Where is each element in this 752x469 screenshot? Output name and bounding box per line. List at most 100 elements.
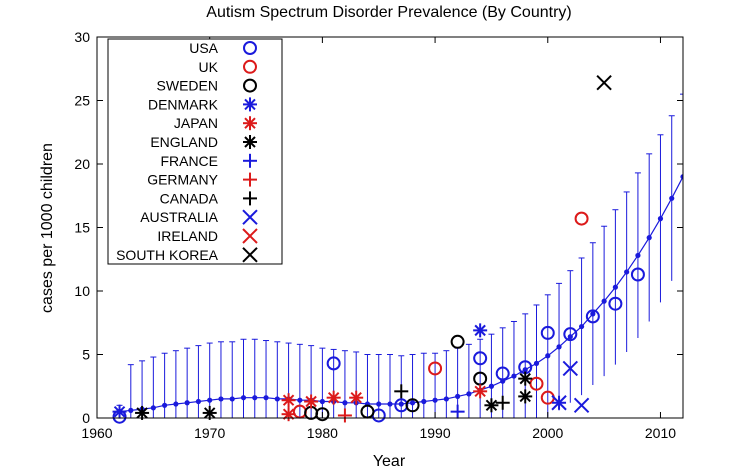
legend-label: SWEDEN xyxy=(157,78,218,94)
trend-point xyxy=(263,395,269,401)
trend-point xyxy=(184,400,190,406)
trend-point xyxy=(195,398,202,405)
legend-marker-france xyxy=(243,153,257,168)
point-uk xyxy=(428,361,443,376)
legend-marker-ireland xyxy=(242,228,258,244)
trend-point xyxy=(556,344,562,350)
trend-point xyxy=(488,383,495,389)
trend-point xyxy=(657,216,664,222)
point-england xyxy=(518,389,533,404)
point-australia xyxy=(562,360,579,377)
legend-box xyxy=(107,38,283,265)
point-england xyxy=(518,371,533,386)
trend-point xyxy=(601,298,607,304)
trend-point xyxy=(342,400,348,406)
trend-point xyxy=(128,407,134,413)
x-axis-ticks: 1960 1970 1980 1990 2000 2010 xyxy=(81,37,676,441)
point-france xyxy=(450,404,465,419)
legend-marker-uk xyxy=(243,59,257,74)
legend-label: DENMARK xyxy=(148,96,219,112)
x-tick-label: 2000 xyxy=(532,425,563,441)
y-axis-ticks: 0 5 10 15 20 25 30 xyxy=(74,29,683,426)
point-sweden xyxy=(450,334,465,349)
trend-point xyxy=(398,401,404,407)
y-tick-label: 25 xyxy=(74,93,90,109)
legend-label: CANADA xyxy=(160,190,219,206)
trend-point xyxy=(218,396,224,402)
trend-point xyxy=(376,401,382,407)
legend-label: IRELAND xyxy=(157,228,218,244)
point-denmark xyxy=(473,323,488,338)
trend-point xyxy=(624,269,630,275)
legend-label: UK xyxy=(199,59,219,75)
y-tick-label: 20 xyxy=(74,156,90,172)
legend-marker-south-korea xyxy=(242,247,258,263)
y-tick-label: 30 xyxy=(74,29,90,45)
legend-label: JAPAN xyxy=(174,115,218,131)
trend-point xyxy=(240,395,247,401)
point-denmark xyxy=(112,404,127,419)
trend-point xyxy=(421,398,427,405)
point-south-korea xyxy=(596,75,612,91)
trend-point xyxy=(207,397,213,403)
data-points xyxy=(112,75,645,424)
trend-point xyxy=(150,405,156,411)
trend-point xyxy=(612,284,618,290)
point-germany xyxy=(337,408,352,423)
trend-point xyxy=(409,400,416,406)
x-tick-label: 2010 xyxy=(645,425,676,441)
point-japan xyxy=(326,390,341,405)
point-uk xyxy=(574,211,589,226)
point-usa xyxy=(326,356,341,371)
point-sweden xyxy=(315,407,330,422)
point-australia xyxy=(551,395,567,411)
y-tick-label: 10 xyxy=(74,283,90,299)
point-japan xyxy=(304,394,319,409)
point-usa xyxy=(563,327,578,342)
legend-label: USA xyxy=(189,40,218,56)
point-australia xyxy=(573,397,590,414)
legend-marker-japan xyxy=(243,116,257,131)
legend-marker-england xyxy=(243,135,257,149)
legend-label: GERMANY xyxy=(147,172,218,188)
trend-point xyxy=(229,396,235,402)
trend-point xyxy=(173,401,179,407)
legend-label: AUSTRALIA xyxy=(140,209,218,225)
point-japan xyxy=(281,393,296,408)
trend-point xyxy=(455,393,461,400)
y-tick-label: 5 xyxy=(82,347,90,363)
trend-point xyxy=(567,334,573,340)
point-japan xyxy=(281,407,296,422)
point-usa xyxy=(540,325,555,340)
trend-point xyxy=(387,401,393,407)
x-tick-label: 1970 xyxy=(194,425,225,441)
x-tick-label: 1990 xyxy=(419,425,450,441)
point-england xyxy=(484,398,499,413)
trend-point xyxy=(680,174,683,180)
trend-point xyxy=(432,397,438,403)
y-axis-label: cases per 1000 children xyxy=(39,143,56,313)
legend: USA UK SWEDEN DENMARK JAPAN ENGLAND FRANCE GERM… xyxy=(107,38,283,265)
point-japan xyxy=(349,390,364,405)
trend-point xyxy=(578,323,585,330)
legend-marker-denmark xyxy=(243,97,257,112)
point-canada xyxy=(394,384,409,399)
point-usa xyxy=(495,366,510,381)
legend-label: SOUTH KOREA xyxy=(116,247,219,263)
trend-point xyxy=(466,391,472,397)
point-usa xyxy=(585,309,600,324)
point-usa xyxy=(608,296,623,311)
legend-label: ENGLAND xyxy=(150,134,218,150)
legend-marker-sweden xyxy=(243,78,257,93)
trend-line xyxy=(116,174,683,415)
y-tick-label: 0 xyxy=(82,410,90,426)
trend-point xyxy=(162,402,168,408)
trend-point xyxy=(297,397,303,403)
trend-point xyxy=(274,396,280,402)
legend-marker-australia xyxy=(242,209,258,225)
trend-point xyxy=(319,398,325,405)
x-tick-label: 1980 xyxy=(307,425,338,441)
x-tick-label: 1960 xyxy=(81,425,112,441)
chart-title: Autism Spectrum Disorder Prevalence (By … xyxy=(206,4,571,21)
trend-point xyxy=(669,195,675,201)
